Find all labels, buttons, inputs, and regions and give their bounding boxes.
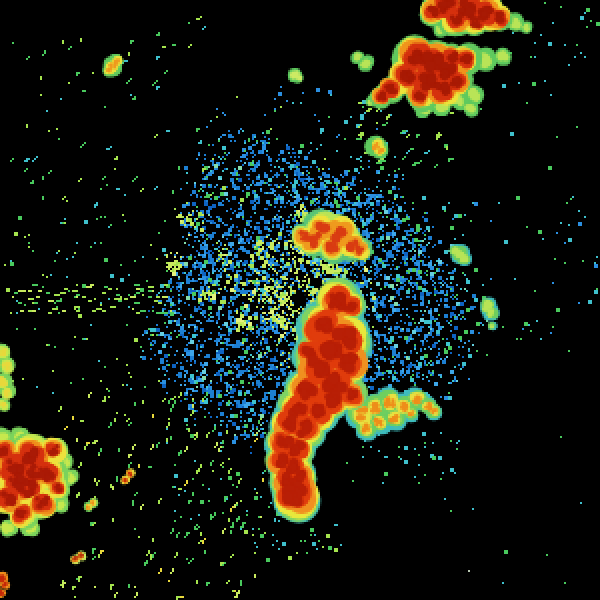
radar-screenshot: [0, 0, 600, 600]
radar-reflectivity-canvas: [0, 0, 600, 600]
